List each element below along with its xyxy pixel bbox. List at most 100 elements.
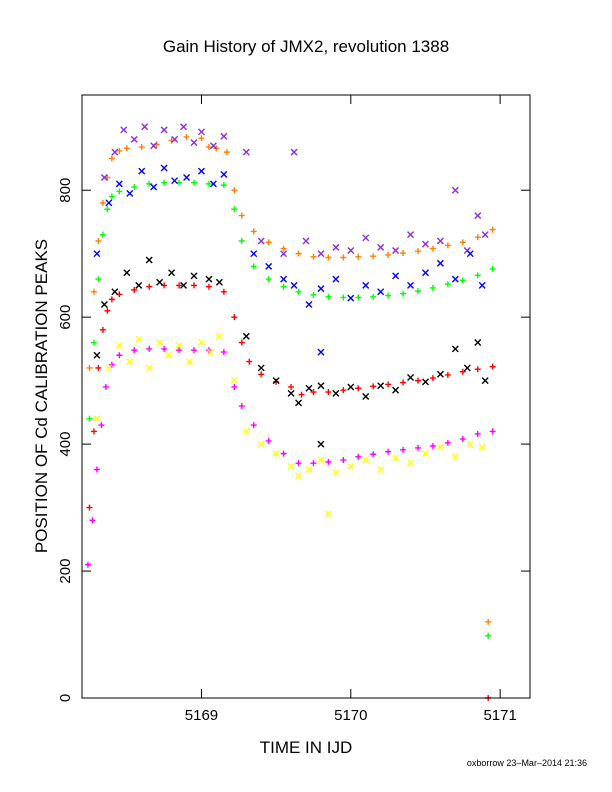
data-point: [474, 212, 482, 220]
data-point: [377, 288, 385, 296]
data-point: [146, 345, 153, 352]
data-point: [175, 342, 183, 350]
data-point: [355, 253, 362, 260]
data-point: [90, 288, 97, 295]
y-tick-label: 800: [57, 178, 74, 203]
data-point: [220, 288, 227, 295]
data-point: [347, 383, 355, 391]
data-point: [290, 148, 298, 156]
data-point: [246, 358, 253, 365]
data-point: [104, 307, 111, 314]
data-point: [332, 243, 340, 251]
data-point: [489, 226, 496, 233]
data-point: [287, 462, 295, 470]
data-point: [220, 182, 227, 189]
data-point: [220, 132, 228, 140]
x-axis-ticks: 5169 5170 5171: [185, 95, 517, 724]
data-point: [205, 144, 212, 151]
data-point: [489, 363, 496, 370]
data-point: [108, 193, 115, 200]
data-point: [317, 250, 325, 258]
data-point: [93, 466, 100, 473]
data-point: [370, 253, 377, 260]
data-point: [116, 147, 123, 154]
data-point: [305, 300, 313, 308]
data-point: [89, 517, 96, 524]
data-point: [481, 377, 489, 385]
data-point: [302, 237, 310, 245]
data-point: [415, 248, 421, 255]
data-point: [242, 427, 250, 435]
data-point: [257, 440, 265, 448]
data-point: [421, 240, 429, 248]
data-point: [332, 275, 340, 283]
data-point: [325, 458, 332, 465]
data-point: [421, 450, 429, 458]
data-point: [310, 291, 317, 298]
data-point: [111, 288, 119, 296]
data-point: [93, 250, 101, 258]
data-point: [242, 332, 250, 340]
data-point: [451, 345, 459, 353]
data-point: [238, 212, 245, 219]
data-point: [310, 389, 317, 396]
data-point: [429, 245, 436, 252]
data-point: [150, 183, 158, 191]
data-point: [295, 472, 303, 480]
data-point: [138, 144, 145, 151]
data-point: [288, 383, 295, 390]
data-point: [190, 272, 198, 280]
data-point: [280, 275, 288, 283]
data-point: [377, 243, 385, 251]
data-point: [451, 453, 459, 461]
data-point: [429, 284, 436, 291]
chart-title: Gain History of JMX2, revolution 1388: [163, 37, 449, 56]
data-point: [100, 174, 108, 182]
data-point: [168, 269, 176, 277]
data-point: [238, 237, 245, 244]
y-axis-ticks: 0 200 400 600 800: [57, 178, 530, 702]
data-point: [298, 391, 305, 398]
data-point: [257, 364, 265, 372]
data-point: [280, 450, 287, 457]
data-point: [466, 440, 474, 448]
data-point: [126, 189, 134, 197]
data-point: [355, 453, 362, 460]
data-point: [250, 263, 257, 270]
data-point: [377, 382, 385, 390]
plot-frame: [81, 94, 531, 699]
data-point: [90, 428, 97, 435]
data-point: [98, 422, 105, 429]
data-point: [108, 296, 115, 303]
data-point: [280, 245, 287, 252]
data-point: [215, 332, 223, 340]
data-point: [347, 247, 355, 255]
data-point: [407, 281, 415, 289]
data-point: [459, 239, 466, 246]
data-point: [215, 278, 223, 286]
data-point: [108, 361, 115, 368]
data-point: [280, 250, 288, 258]
data-point: [478, 281, 486, 289]
data-point: [489, 265, 496, 272]
data-point: [474, 272, 481, 279]
data-point: [392, 272, 400, 280]
data-point: [385, 251, 392, 258]
data-point: [99, 199, 106, 206]
data-point: [135, 335, 143, 343]
data-point: [230, 377, 238, 385]
data-point: [362, 281, 370, 289]
data-point: [474, 339, 482, 347]
data-point: [250, 422, 257, 429]
footer-credit: oxborrow 23–Mar–2014 21:36: [467, 758, 587, 768]
data-point: [105, 364, 113, 372]
data-point: [105, 199, 113, 207]
data-point: [407, 231, 415, 239]
data-point: [191, 347, 197, 354]
data-point: [238, 339, 245, 346]
data-point: [161, 345, 168, 352]
data-point: [295, 460, 302, 467]
y-tick-label: 600: [57, 305, 74, 330]
